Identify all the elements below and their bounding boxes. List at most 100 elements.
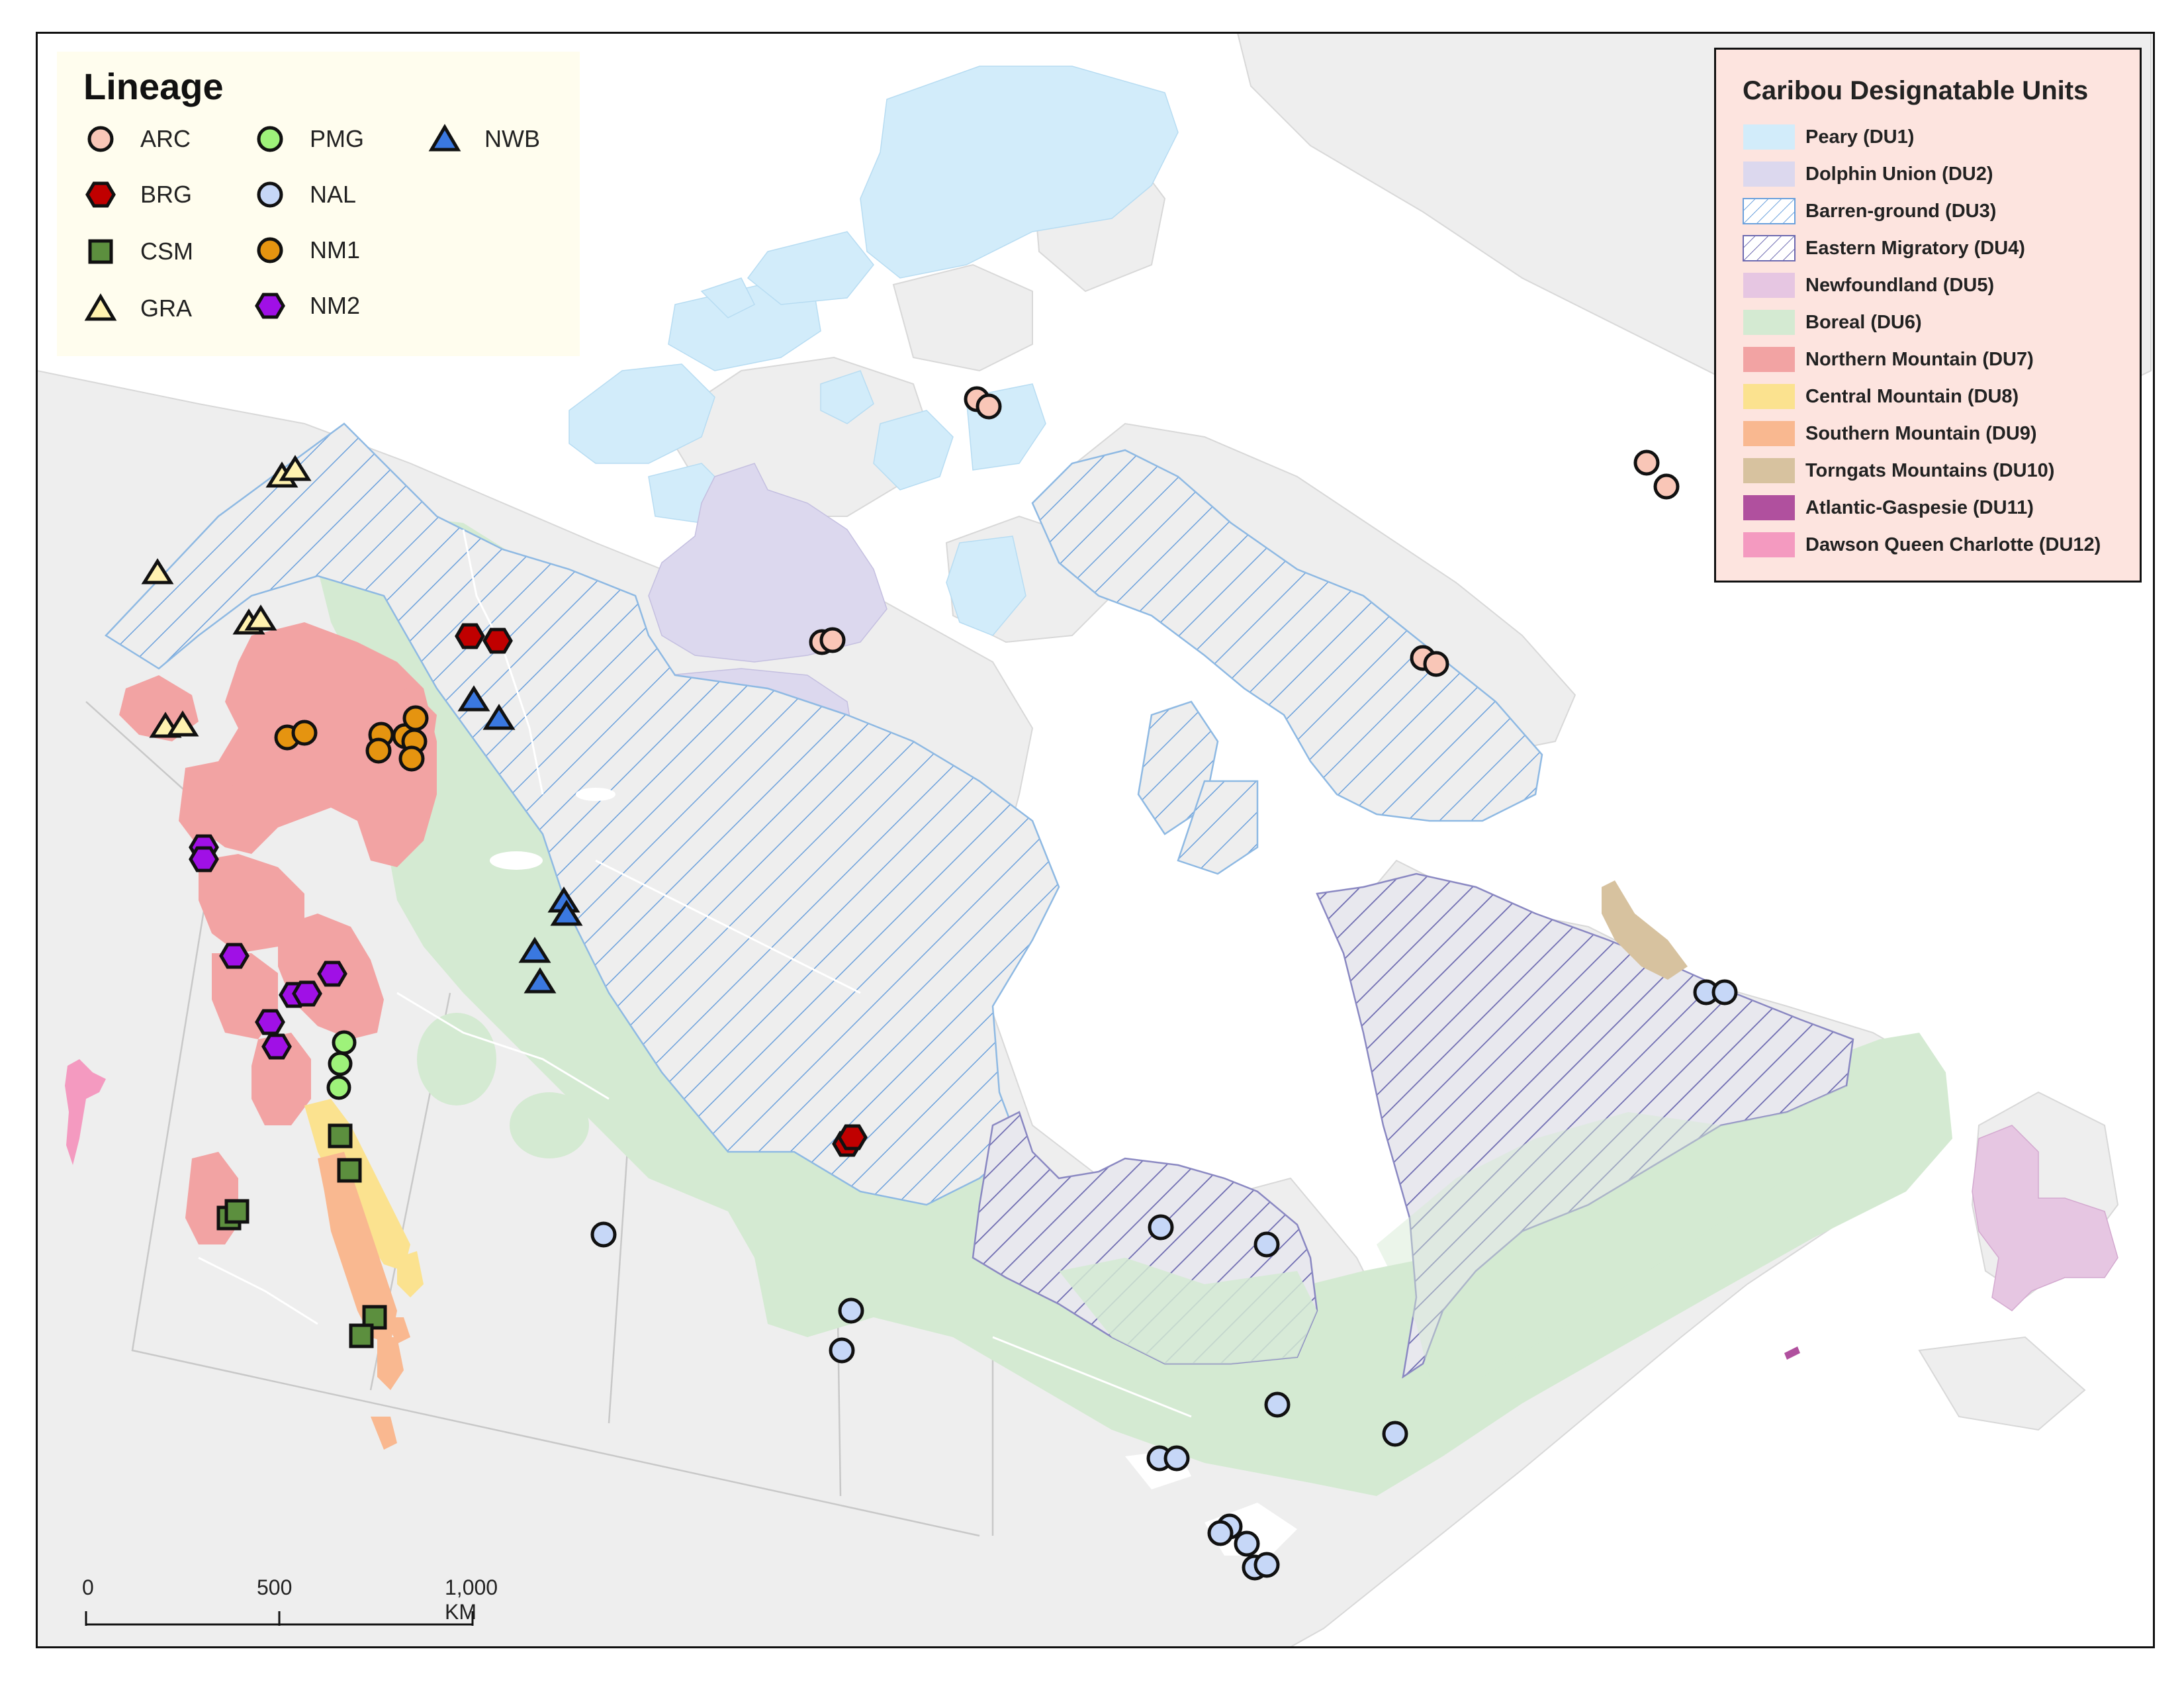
- legend-label-nm1: NM1: [310, 236, 361, 263]
- point-pmg: [328, 1051, 353, 1076]
- point-nal: [838, 1297, 864, 1324]
- point-nwb: [523, 967, 557, 994]
- scale-label-0: 0: [82, 1575, 94, 1599]
- point-csm: [349, 1323, 374, 1348]
- circle-icon: [87, 126, 114, 152]
- legend-item-nm1: NM1: [250, 230, 360, 270]
- point-arc: [1633, 449, 1660, 476]
- du10-torngats: [1602, 880, 1688, 980]
- du-legend-item-4: Eastern Migratory (DU4): [1743, 234, 2025, 263]
- swatch-icon: [1743, 495, 1795, 520]
- legend-item-brg: BRG: [81, 175, 192, 214]
- du12-dawson-queen-charlotte: [65, 1059, 106, 1165]
- point-nwb: [482, 704, 516, 730]
- du-legend-item-3: Barren-ground (DU3): [1743, 197, 1996, 226]
- du9-southern-mountain: [318, 1152, 410, 1450]
- swatch-icon: [1743, 384, 1795, 409]
- legend-item-nwb: NWB: [425, 119, 540, 159]
- du-legend-item-9: Southern Mountain (DU9): [1743, 419, 2037, 448]
- du-legend-item-6: Boreal (DU6): [1743, 308, 1922, 337]
- point-arc: [976, 393, 1002, 420]
- du-legend-item-10: Torngats Mountains (DU10): [1743, 456, 2054, 485]
- point-arc: [1653, 473, 1680, 500]
- hexagon-icon: [85, 181, 116, 208]
- legend-label-arc: ARC: [140, 125, 191, 152]
- legend-item-arc: ARC: [81, 119, 191, 159]
- point-csm: [224, 1199, 250, 1224]
- point-nwb: [457, 685, 490, 712]
- swatch-icon: [1743, 310, 1795, 335]
- scale-label-500: 500: [257, 1575, 293, 1599]
- du-legend-label: Boreal (DU6): [1805, 311, 1922, 333]
- du-legend-item-5: Newfoundland (DU5): [1743, 271, 1994, 300]
- point-arc: [819, 627, 846, 653]
- scale-bar-line: [85, 1611, 474, 1626]
- point-nm2: [255, 1009, 285, 1035]
- hexagon-icon: [255, 293, 285, 319]
- du-legend-item-2: Dolphin Union (DU2): [1743, 160, 1993, 189]
- point-nal: [1264, 1391, 1291, 1418]
- legend-label-csm: CSM: [140, 238, 193, 265]
- hatch-swatch-icon: [1743, 235, 1796, 261]
- point-nal: [1711, 979, 1738, 1006]
- du-legend-label: Atlantic-Gaspesie (DU11): [1805, 496, 2034, 518]
- point-csm: [337, 1158, 362, 1183]
- lineage-samples: [141, 386, 1738, 1581]
- du-legend-item-8: Central Mountain (DU8): [1743, 382, 2019, 411]
- du-legend-label: Newfoundland (DU5): [1805, 274, 1995, 296]
- legend-item-gra: GRA: [81, 289, 192, 328]
- du3-barren-ground: [105, 422, 1543, 1206]
- triangle-icon: [428, 124, 461, 152]
- scale-label-1000: 1,000 KM: [445, 1575, 498, 1624]
- legend-item-nal: NAL: [250, 175, 356, 214]
- point-nal: [1382, 1421, 1408, 1447]
- legend-label-brg: BRG: [140, 181, 193, 208]
- point-nal: [1207, 1520, 1234, 1546]
- point-nm1: [398, 745, 425, 772]
- swatch-icon: [1743, 124, 1795, 150]
- lineage-legend-title: Lineage: [83, 66, 224, 107]
- point-pmg: [332, 1030, 357, 1055]
- point-brg: [837, 1124, 868, 1150]
- point-nm2: [189, 846, 219, 872]
- point-gra: [141, 558, 174, 585]
- hatch-swatch-icon: [1743, 198, 1796, 224]
- legend-item-pmg: PMG: [250, 119, 364, 159]
- point-nm2: [219, 943, 250, 969]
- circle-icon: [257, 126, 283, 152]
- legend-item-nm2: NM2: [250, 286, 360, 326]
- point-nal: [590, 1221, 617, 1248]
- point-brg: [455, 623, 485, 649]
- rivers: [198, 529, 1192, 1418]
- scale-bar: 0 500 1,000 KM: [82, 1575, 498, 1628]
- swatch-icon: [1743, 273, 1795, 298]
- point-nm2: [317, 961, 347, 987]
- triangle-icon: [84, 293, 117, 321]
- legend-label-nwb: NWB: [484, 125, 540, 152]
- du-legend-label: Central Mountain (DU8): [1805, 385, 2019, 407]
- point-brg: [482, 628, 513, 654]
- du-legend-label: Dawson Queen Charlotte (DU12): [1805, 534, 2101, 555]
- du-legend-label: Eastern Migratory (DU4): [1805, 237, 2025, 259]
- point-gra: [279, 455, 312, 481]
- point-pmg: [326, 1075, 351, 1100]
- du-legend-title: Caribou Designatable Units: [1743, 76, 2089, 105]
- swatch-icon: [1743, 347, 1795, 372]
- point-arc: [1423, 651, 1449, 677]
- du5-newfoundland: [1972, 1125, 2118, 1311]
- du11-atlantic-gaspesie: [1784, 1346, 1800, 1360]
- lineage-legend: Lineage ARC BRG CSM GRA PMG NAL NM1 NM2 …: [57, 52, 580, 356]
- point-csm: [328, 1123, 353, 1149]
- point-nal: [1163, 1445, 1190, 1472]
- du-legend-label: Dolphin Union (DU2): [1805, 163, 1993, 185]
- point-nal: [1148, 1214, 1174, 1241]
- legend-item-csm: CSM: [81, 232, 193, 271]
- point-nal: [829, 1337, 855, 1364]
- du-legend-item-1: Peary (DU1): [1743, 122, 1914, 152]
- du-legend-label: Peary (DU1): [1805, 126, 1915, 148]
- du1-peary: [569, 66, 1179, 636]
- point-gra: [244, 604, 277, 631]
- point-nm2: [292, 980, 322, 1007]
- point-gra: [166, 710, 199, 737]
- du-legend-label: Northern Mountain (DU7): [1805, 348, 2034, 370]
